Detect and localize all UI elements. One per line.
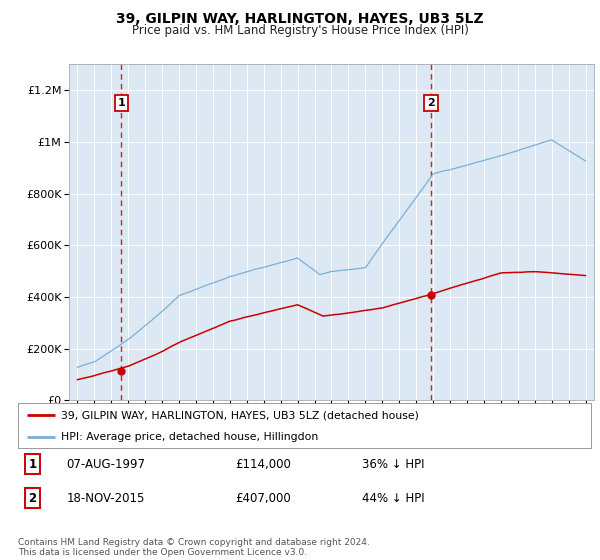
Text: £407,000: £407,000: [236, 492, 292, 505]
Text: 1: 1: [118, 98, 125, 108]
Text: 44% ↓ HPI: 44% ↓ HPI: [362, 492, 424, 505]
Text: 18-NOV-2015: 18-NOV-2015: [67, 492, 145, 505]
Text: HPI: Average price, detached house, Hillingdon: HPI: Average price, detached house, Hill…: [61, 432, 318, 442]
Text: £114,000: £114,000: [236, 458, 292, 470]
Text: 2: 2: [427, 98, 435, 108]
Text: 2: 2: [28, 492, 37, 505]
Text: Price paid vs. HM Land Registry's House Price Index (HPI): Price paid vs. HM Land Registry's House …: [131, 24, 469, 36]
Text: 07-AUG-1997: 07-AUG-1997: [67, 458, 146, 470]
Text: 39, GILPIN WAY, HARLINGTON, HAYES, UB3 5LZ (detached house): 39, GILPIN WAY, HARLINGTON, HAYES, UB3 5…: [61, 410, 419, 421]
Text: 36% ↓ HPI: 36% ↓ HPI: [362, 458, 424, 470]
Text: 39, GILPIN WAY, HARLINGTON, HAYES, UB3 5LZ: 39, GILPIN WAY, HARLINGTON, HAYES, UB3 5…: [116, 12, 484, 26]
Text: 1: 1: [28, 458, 37, 470]
Text: Contains HM Land Registry data © Crown copyright and database right 2024.
This d: Contains HM Land Registry data © Crown c…: [18, 538, 370, 557]
